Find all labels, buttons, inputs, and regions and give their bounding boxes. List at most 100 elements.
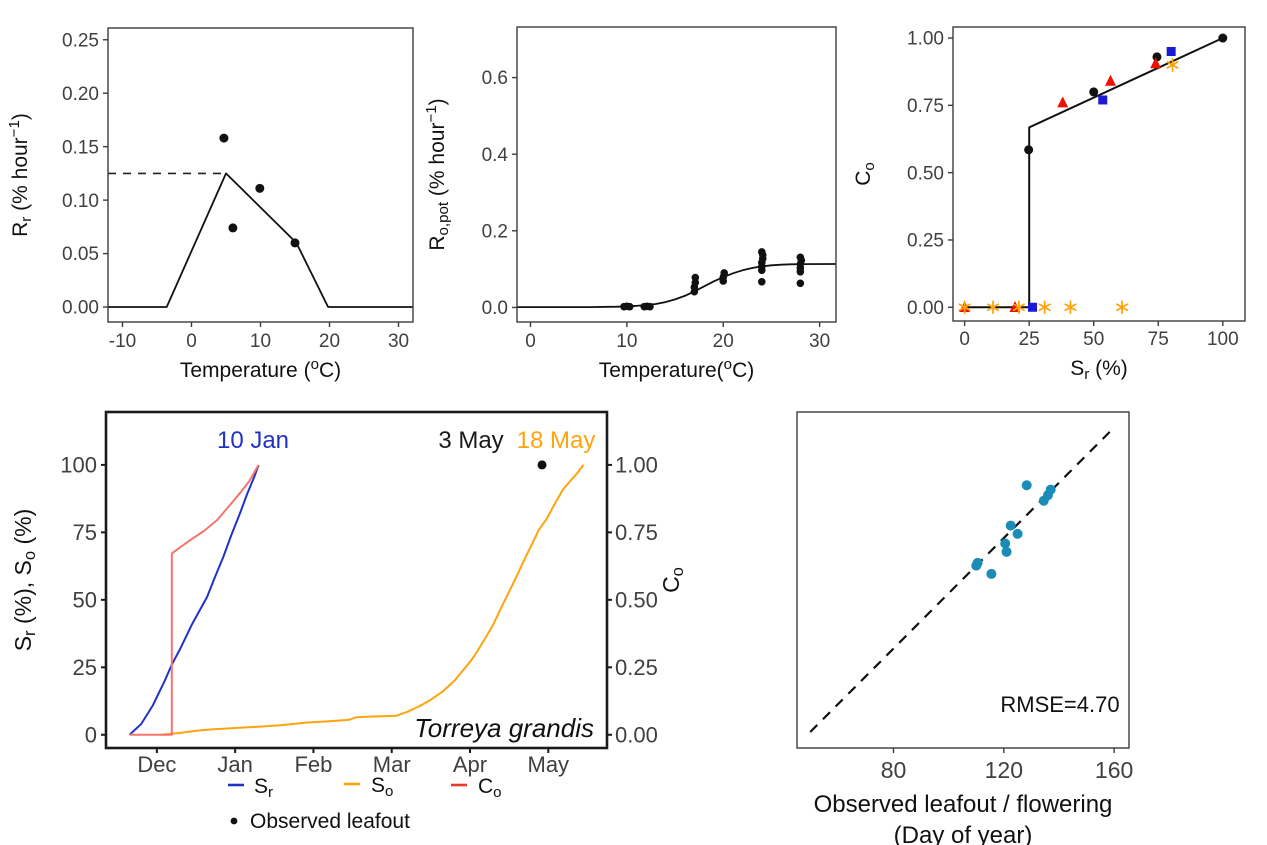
y-axis-title: Sr (%), So (%) — [10, 509, 39, 652]
y-axis: 0.00 0.25 0.50 0.75 1.00 Co — [852, 29, 953, 319]
x-tick-label: 10 — [616, 331, 637, 352]
competence-function — [964, 37, 1224, 309]
y-tick-label: 0.4 — [482, 145, 509, 166]
annotations: RMSE=4.70 — [1000, 692, 1119, 717]
y-tick-label: 100 — [60, 453, 97, 478]
x-tick-label: 0 — [959, 329, 970, 350]
annotations: 3 May — [438, 427, 503, 454]
y-tick-label: 0.0 — [482, 298, 508, 319]
x-tick-label: -10 — [109, 331, 136, 352]
x-tick-label: 25 — [1019, 329, 1040, 350]
x-axis-title: Sr (%) — [1070, 357, 1128, 383]
y2-tick-label: 0.00 — [615, 722, 658, 747]
legend-observed-leafout-label: Observed leafout — [250, 810, 410, 833]
y-tick-label: 0.2 — [482, 221, 508, 242]
x-axis-title: Temperature(oC) — [599, 356, 754, 382]
species-name: Torreya grandis — [414, 713, 594, 743]
forcing-observations — [620, 248, 806, 311]
x-tick-label: 30 — [388, 331, 409, 352]
y2-tick-label: 0.75 — [615, 520, 658, 545]
x-tick-label: 30 — [809, 331, 830, 352]
y2-tick-label: 0.50 — [615, 588, 658, 613]
y-tick-label: 0.00 — [62, 298, 99, 319]
series-chilling-rate — [108, 133, 413, 308]
y-axis: 0.0 0.2 0.4 0.6 Ro,pot (% hour−1) — [423, 68, 517, 319]
legend-so-label: So — [371, 774, 393, 800]
y-axis: 0.00 0.05 0.10 0.15 0.20 0.25 Rr (% hour−1) — [6, 30, 108, 319]
annotations: 10 Jan — [217, 427, 289, 454]
x-tick-label: 20 — [713, 331, 734, 352]
y-tick-label: 0.05 — [62, 244, 99, 265]
x-axis-title: Temperature (oC) — [180, 356, 341, 382]
x-tick-label: 0 — [186, 331, 197, 352]
y-axis-title: Co — [852, 162, 878, 186]
plot-border — [516, 26, 837, 323]
legend-sr-label: Sr — [254, 775, 273, 801]
observed-leafout-date: 3 May — [438, 427, 503, 454]
series-phenology-timeseries — [128, 460, 585, 736]
y-tick-label: 0.20 — [62, 84, 99, 105]
x-tick-label: 80 — [881, 757, 907, 783]
panel-forcing-rate: 0 10 20 30 Temperature(oC) 0.0 0.2 0.4 0.6 Ro,pot… — [423, 26, 837, 382]
x-axis: 0 10 20 30 Temperature(oC) — [525, 322, 830, 382]
y2-axis-title: Co — [658, 567, 687, 593]
y2-tick-label: 1.00 — [615, 453, 658, 478]
y-tick-label: 0.75 — [907, 96, 944, 117]
competence-orange-asterisks — [958, 58, 1179, 315]
series-competence — [958, 33, 1228, 315]
panel-validation: 80 120 160 Observed leafout / flowering (Day… — [796, 411, 1133, 845]
y-axis: 0 25 50 75 100 Sr (%), So (%) — [10, 453, 106, 747]
x-axis: 80 120 160 Observed leafout / flowering (Day… — [814, 748, 1133, 845]
legend-co: Co — [451, 775, 502, 801]
observed-leafout-point — [537, 460, 547, 470]
plot-border — [796, 411, 1130, 749]
annotations: 18 May — [517, 427, 596, 454]
y-tick-label: 25 — [73, 655, 97, 680]
series-validation — [809, 426, 1115, 733]
y-tick-label: 50 — [73, 588, 97, 613]
y-tick-label: 0.6 — [482, 68, 508, 89]
legend-observed-leafout: Observed leafout — [230, 810, 410, 833]
y2-axis: 0.00 0.25 0.50 0.75 1.00 Co — [607, 453, 687, 747]
predicted-vs-observed-points — [971, 480, 1056, 579]
legend-co-label: Co — [478, 775, 502, 801]
competence-blue-squares — [1028, 47, 1176, 312]
x-tick-label: 120 — [985, 757, 1023, 783]
y-tick-label: 0 — [85, 722, 97, 747]
y-tick-label: 75 — [73, 520, 97, 545]
x-axis: -10 0 10 20 30 Temperature (oC) — [109, 322, 409, 382]
fitted-forcing-response — [517, 263, 837, 309]
plot-border — [107, 27, 414, 323]
legend-so: So — [344, 774, 393, 800]
y-axis-title: Rr (% hour−1) — [6, 113, 35, 237]
annotations: Torreya grandis — [414, 713, 594, 743]
so-completion-date: 18 May — [517, 427, 596, 454]
fitted-chilling-response — [108, 172, 413, 308]
x-axis-title-line2: (Day of year) — [894, 822, 1033, 845]
rmse-value: RMSE=4.70 — [1000, 692, 1119, 717]
sr-chilling-state-line — [128, 464, 260, 736]
so-ontogenic-state-line — [160, 464, 585, 736]
competence-black-dots — [1024, 33, 1228, 155]
y-tick-label: 0.10 — [62, 191, 99, 212]
plot-border — [104, 410, 609, 750]
x-tick-label: Jan — [217, 752, 252, 777]
y2-tick-label: 0.25 — [615, 655, 658, 680]
x-tick-label: Apr — [453, 752, 487, 777]
one-to-one-line-dashed — [809, 426, 1115, 733]
y-tick-label: 0.15 — [62, 137, 99, 158]
x-tick-label: 0 — [525, 331, 536, 352]
y-tick-label: 0.25 — [907, 231, 944, 252]
x-tick-label: May — [528, 752, 570, 777]
x-axis-title-line1: Observed leafout / flowering — [814, 791, 1113, 818]
y-tick-label: 1.00 — [907, 29, 944, 50]
x-tick-label: 75 — [1148, 329, 1169, 350]
x-tick-label: 20 — [319, 331, 340, 352]
x-tick-label: Dec — [137, 752, 176, 777]
chilling-observations — [219, 133, 300, 248]
x-tick-label: 160 — [1095, 757, 1133, 783]
y-tick-label: 0.50 — [907, 163, 944, 184]
x-tick-label: 100 — [1207, 329, 1239, 350]
